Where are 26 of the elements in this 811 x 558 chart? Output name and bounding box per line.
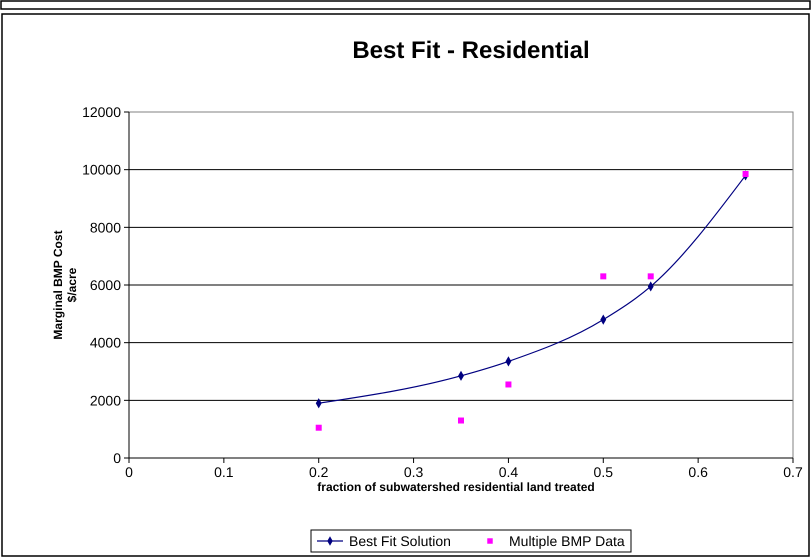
x-axis-title: fraction of subwatershed residential land treated	[317, 480, 595, 494]
x-tick-label: 0.4	[498, 464, 518, 480]
x-tick-label: 0.6	[688, 464, 708, 480]
y-tick-label: 10000	[82, 162, 122, 178]
y-tick-label: 4000	[90, 334, 122, 351]
y-tick-label: 6000	[90, 277, 122, 293]
chart-title: Best Fit - Residential	[352, 37, 590, 64]
y-tick-label: 2000	[90, 392, 122, 408]
y-tick-label: 0	[113, 450, 122, 466]
x-tick-label: 0	[125, 464, 134, 480]
point	[742, 170, 749, 177]
y-tick-label: 8000	[90, 219, 122, 236]
point	[648, 273, 654, 280]
x-tick-label: 0.2	[308, 464, 329, 480]
x-tick-label: 0.7	[783, 464, 803, 480]
point	[316, 424, 322, 431]
point	[600, 273, 606, 280]
point	[505, 381, 512, 388]
x-tick-label: 0.1	[214, 464, 234, 480]
y-axis-title: Marginal BMP Cost $/acre	[51, 230, 79, 340]
x-tick-label: 0.3	[404, 464, 424, 480]
x-tick-label: 0.5	[594, 464, 614, 480]
point	[458, 418, 464, 424]
legend-label: Multiple BMP Data	[509, 533, 625, 549]
y-tick-label: 12000	[82, 104, 122, 120]
legend-label: Best Fit Solution	[349, 533, 451, 549]
